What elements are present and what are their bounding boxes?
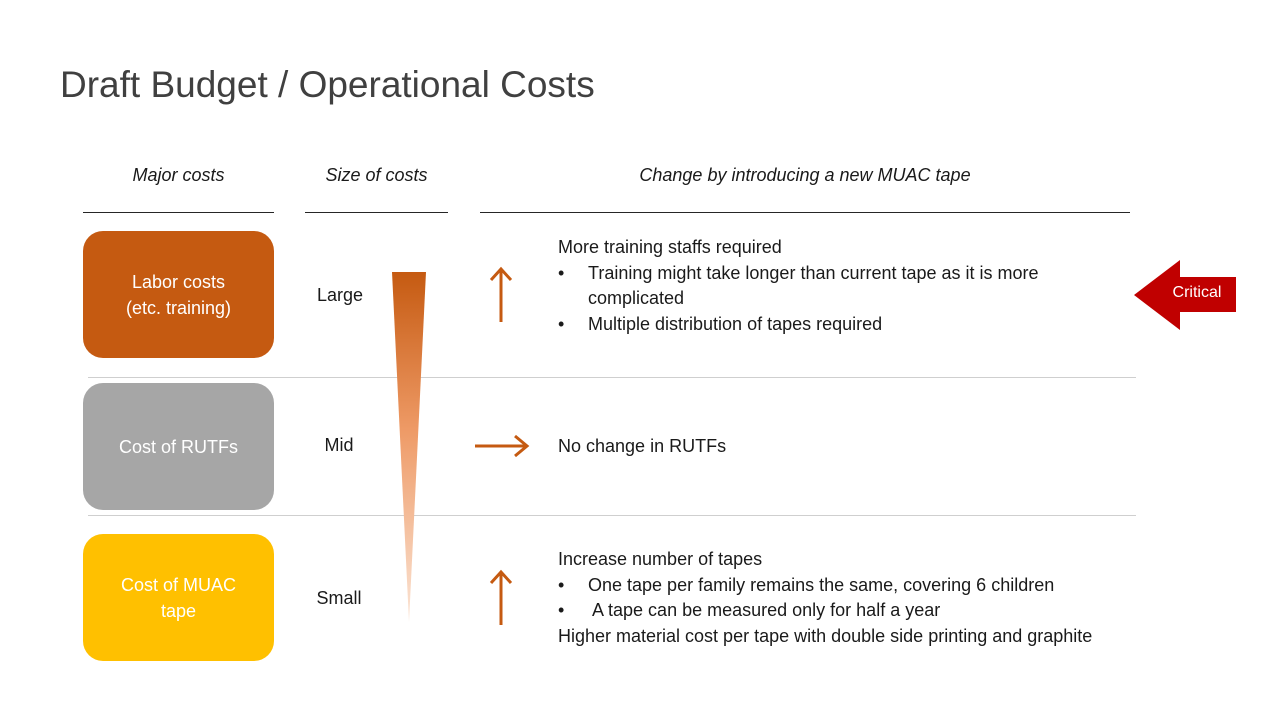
rutf-costs-box: Cost of RUTFs (83, 383, 274, 510)
labor-costs-label-line: Labor costs (131, 271, 226, 292)
cost-size-gradient-wedge (392, 272, 426, 622)
left-arrow-callout (1134, 260, 1236, 330)
rutf-details: No change in RUTFs (558, 434, 726, 460)
size-small: Small (316, 588, 362, 608)
header-underline-size (305, 212, 448, 213)
labor-costs-box: Labor costs (etc. training) (83, 231, 274, 358)
header-underline-major (83, 212, 274, 213)
header-change: Change by introducing a new MUAC tape (639, 165, 971, 185)
critical-label: Critical (1172, 284, 1222, 301)
header-size-of-costs: Size of costs (325, 165, 428, 185)
detail-bullet: Multiple distribution of tapes required (558, 312, 1039, 338)
muac-tape-details: Increase number of tapes One tape per fa… (558, 547, 1092, 650)
arrow-up-icon (489, 569, 513, 625)
detail-bullet: A tape can be measured only for half a y… (558, 598, 1092, 624)
header-major-costs: Major costs (132, 165, 225, 185)
muac-tape-label-line: Cost of MUAC (120, 574, 237, 595)
labor-costs-details: More training staffs required Training m… (558, 235, 1039, 338)
labor-costs-label-line: (etc. training) (125, 297, 232, 318)
muac-tape-label-line: tape (160, 600, 197, 621)
rutf-costs-label-line: Cost of RUTFs (118, 436, 238, 457)
detail-line: Higher material cost per tape with doubl… (558, 626, 1093, 647)
detail-line: complicated (588, 288, 685, 309)
detail-line: No change in RUTFs (558, 436, 727, 456)
detail-line: Increase number of tapes (558, 549, 763, 569)
header-underline-change (480, 212, 1130, 213)
arrow-right-icon (475, 434, 530, 458)
row-divider (88, 515, 1136, 516)
muac-tape-costs-box: Cost of MUAC tape (83, 534, 274, 661)
detail-line: More training staffs required (558, 237, 782, 257)
detail-bullet: One tape per family remains the same, co… (558, 573, 1092, 599)
size-mid: Mid (324, 435, 354, 455)
detail-bullet: Training might take longer than current … (558, 261, 1039, 287)
size-large: Large (316, 285, 364, 305)
arrow-up-icon (489, 266, 513, 322)
row-divider (88, 377, 1136, 378)
page-title: Draft Budget / Operational Costs (60, 64, 595, 105)
